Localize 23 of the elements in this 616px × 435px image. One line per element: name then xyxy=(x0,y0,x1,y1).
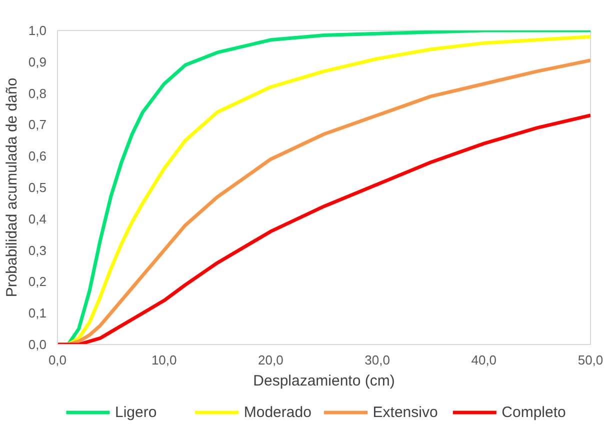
legend-label: Ligero xyxy=(114,404,157,421)
x-tick-label: 40,0 xyxy=(471,352,497,368)
y-tick-label: 0,4 xyxy=(28,211,47,226)
y-tick-label: 0,1 xyxy=(28,306,47,321)
legend-label: Completo xyxy=(502,404,566,421)
legend-label: Extensivo xyxy=(372,404,438,421)
y-tick-label: 0,0 xyxy=(28,337,47,352)
y-tick-label: 0,5 xyxy=(28,180,47,195)
y-tick-label: 0,6 xyxy=(28,148,47,164)
y-tick-label: 1,0 xyxy=(28,23,47,38)
x-tick-label: 10,0 xyxy=(151,352,177,368)
y-axis-title: Probabilidad acumulada de daño xyxy=(3,78,20,298)
y-tick-label: 0,3 xyxy=(28,242,47,258)
y-tick-label: 0,7 xyxy=(28,117,47,132)
y-tick-label: 0,8 xyxy=(28,86,47,101)
legend-label: Moderado xyxy=(244,404,312,421)
x-tick-label: 0,0 xyxy=(48,352,67,368)
x-tick-label: 30,0 xyxy=(364,352,390,368)
x-axis-title: Desplazamiento (cm) xyxy=(253,372,395,390)
x-tick-label: 50,0 xyxy=(578,352,604,368)
y-tick-label: 0,2 xyxy=(28,274,47,290)
y-tick-label: 0,9 xyxy=(28,54,47,70)
x-tick-label: 20,0 xyxy=(258,352,284,368)
